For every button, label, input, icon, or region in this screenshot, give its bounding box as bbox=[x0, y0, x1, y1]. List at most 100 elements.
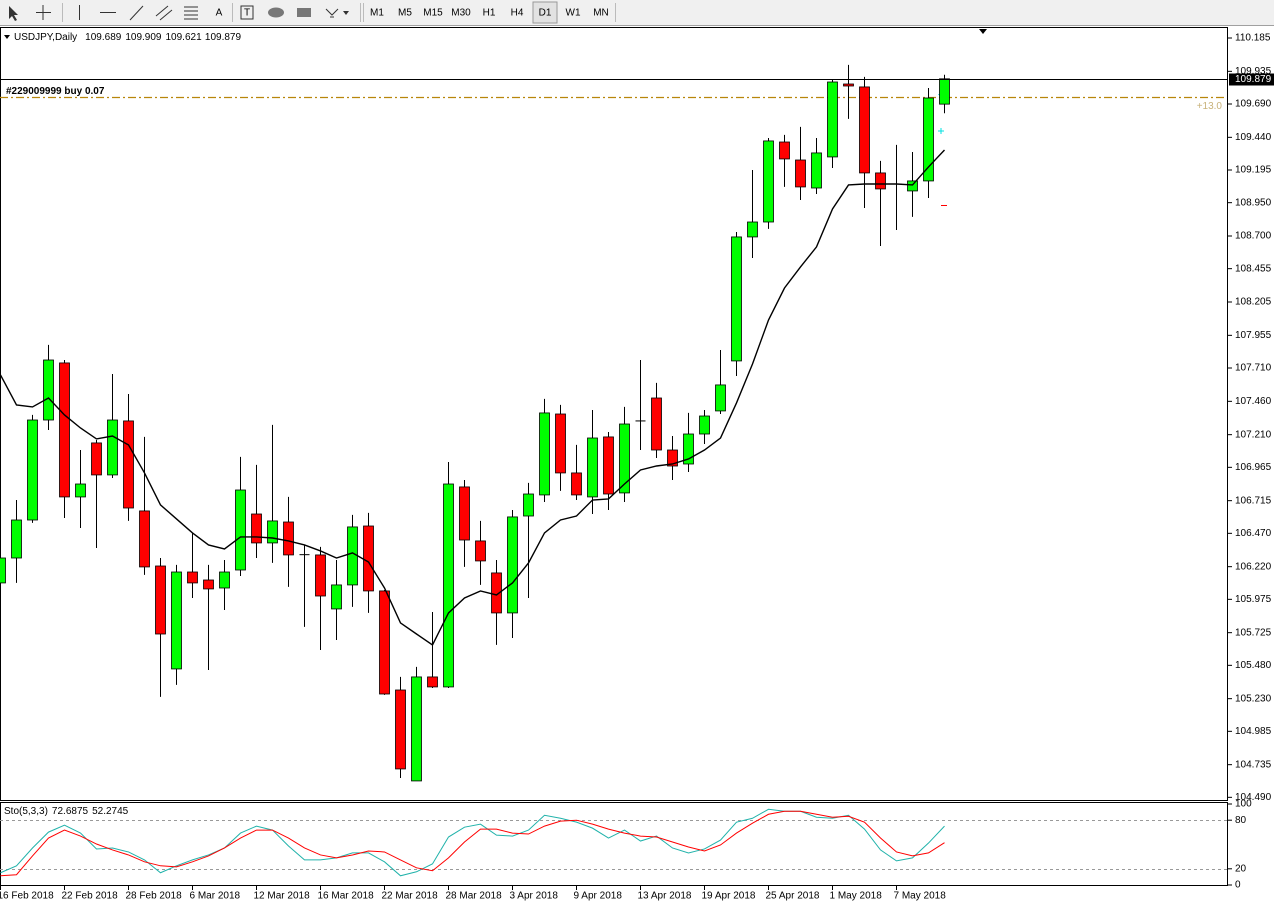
main-panel bbox=[0, 27, 1228, 801]
indicator-title: Sto(5,3,3) 72.6875 52.2745 bbox=[4, 806, 129, 817]
y-tick-label: 106.220 bbox=[1235, 561, 1272, 572]
x-tick-label: 22 Mar 2018 bbox=[382, 891, 439, 902]
candle-body bbox=[875, 172, 886, 190]
trade-marker bbox=[938, 128, 944, 134]
textlabel-icon[interactable] bbox=[240, 5, 254, 20]
candle-body bbox=[539, 412, 550, 496]
candle-body bbox=[731, 236, 742, 362]
candle-body bbox=[555, 413, 566, 474]
x-tick-label: 6 Mar 2018 bbox=[190, 891, 241, 902]
x-tick-label: 28 Mar 2018 bbox=[446, 891, 503, 902]
title-arrow bbox=[4, 35, 10, 39]
candle-body bbox=[747, 221, 758, 238]
candle-body bbox=[651, 397, 662, 451]
y-tick-label: 107.460 bbox=[1235, 396, 1272, 407]
symbol: USDJPY,Daily bbox=[14, 32, 77, 43]
candle-body bbox=[203, 579, 214, 590]
candle-body bbox=[795, 159, 806, 188]
candle-body bbox=[379, 590, 390, 695]
tool-letter[interactable]: A bbox=[216, 8, 223, 19]
y-tick-label: 109.935 bbox=[1235, 66, 1272, 77]
dropdown-icon[interactable] bbox=[343, 11, 349, 15]
timeframe-button[interactable]: M15 bbox=[423, 8, 443, 19]
indicator-signal-value: 52.2745 bbox=[92, 806, 129, 817]
y-tick-label: 106.715 bbox=[1235, 495, 1272, 506]
candle-body bbox=[11, 519, 22, 559]
candle-body bbox=[763, 140, 774, 223]
y-tick-label: 108.205 bbox=[1235, 297, 1272, 308]
y-tick-label: 0 bbox=[1235, 880, 1241, 891]
y-tick-label: 80 bbox=[1235, 815, 1247, 826]
candle-body bbox=[523, 493, 534, 517]
y-tick-label: 105.480 bbox=[1235, 660, 1272, 671]
ellipse-icon[interactable] bbox=[268, 7, 284, 18]
y-tick-label: 109.195 bbox=[1235, 165, 1272, 176]
chart-shift-marker bbox=[979, 29, 987, 34]
tool-letter[interactable]: T bbox=[244, 8, 250, 19]
x-tick-label: 12 Mar 2018 bbox=[254, 891, 311, 902]
x-tick-label: 22 Feb 2018 bbox=[62, 891, 119, 902]
ohlc-close: 109.879 bbox=[205, 32, 242, 43]
candle-body bbox=[603, 436, 614, 495]
timeframe-button[interactable]: M1 bbox=[370, 8, 384, 19]
candle-body bbox=[843, 83, 854, 87]
timeframe-button[interactable]: M5 bbox=[398, 8, 412, 19]
candle-body bbox=[907, 180, 918, 192]
candle-body bbox=[699, 415, 710, 435]
candle-body bbox=[667, 449, 678, 467]
y-tick-label: 105.230 bbox=[1235, 693, 1272, 704]
candle-body bbox=[171, 571, 182, 670]
stochastic-line bbox=[0, 810, 945, 877]
candle-body bbox=[715, 384, 726, 412]
timeframe-button[interactable]: H4 bbox=[511, 8, 524, 19]
y-tick-label: 105.725 bbox=[1235, 627, 1272, 638]
fibo-icon[interactable] bbox=[184, 6, 198, 20]
chart-title: USDJPY,Daily 109.689 109.909 109.621 109.879 bbox=[14, 32, 241, 43]
candle-body bbox=[507, 516, 518, 614]
x-tick-label: 7 May 2018 bbox=[894, 891, 947, 902]
timeframe-button[interactable]: MN bbox=[593, 8, 609, 19]
toolbar bbox=[0, 0, 1274, 25]
timeframe-button[interactable]: D1 bbox=[539, 8, 552, 19]
channel-icon[interactable] bbox=[155, 5, 173, 21]
y-tick-label: 107.955 bbox=[1235, 330, 1272, 341]
indicator-name: Sto(5,3,3) bbox=[4, 806, 48, 817]
candle-body bbox=[395, 689, 406, 770]
ohlc-open: 109.689 bbox=[85, 32, 122, 43]
candle-body bbox=[123, 420, 134, 509]
candle-body bbox=[267, 520, 278, 544]
candle-body bbox=[347, 526, 358, 586]
timeframe-button[interactable]: W1 bbox=[566, 8, 581, 19]
y-tick-label: 109.440 bbox=[1235, 132, 1272, 143]
candle-body bbox=[283, 521, 294, 556]
order-label: #229009999 buy 0.07 bbox=[6, 86, 105, 97]
ohlc-high: 109.909 bbox=[125, 32, 162, 43]
trendline-icon[interactable] bbox=[129, 5, 144, 21]
rectangle-icon[interactable] bbox=[297, 8, 311, 17]
crosshair-icon[interactable] bbox=[36, 5, 51, 20]
timeframe-button[interactable]: H1 bbox=[483, 8, 496, 19]
candle-body bbox=[811, 152, 822, 189]
candle-body bbox=[59, 362, 70, 498]
cursor-icon[interactable] bbox=[9, 6, 18, 21]
candle-body bbox=[571, 472, 582, 496]
candle-body bbox=[107, 419, 118, 476]
x-tick-label: 16 Feb 2018 bbox=[0, 891, 54, 902]
timeframe-button[interactable]: M30 bbox=[451, 8, 471, 19]
y-tick-label: 104.490 bbox=[1235, 792, 1272, 803]
price-tag bbox=[1229, 73, 1274, 86]
arrows-icon[interactable] bbox=[325, 8, 339, 18]
candle-body bbox=[587, 437, 598, 498]
candle-body bbox=[0, 557, 6, 584]
y-tick-label: 105.975 bbox=[1235, 594, 1272, 605]
x-tick-label: 13 Apr 2018 bbox=[638, 891, 692, 902]
x-tick-label: 28 Feb 2018 bbox=[126, 891, 183, 902]
candle-body bbox=[427, 676, 438, 688]
x-tick-label: 16 Mar 2018 bbox=[318, 891, 375, 902]
indicator-panel bbox=[0, 802, 1228, 886]
y-tick-label: 106.470 bbox=[1235, 528, 1272, 539]
timeframe-active bbox=[532, 1, 558, 24]
candle-body bbox=[219, 571, 230, 589]
